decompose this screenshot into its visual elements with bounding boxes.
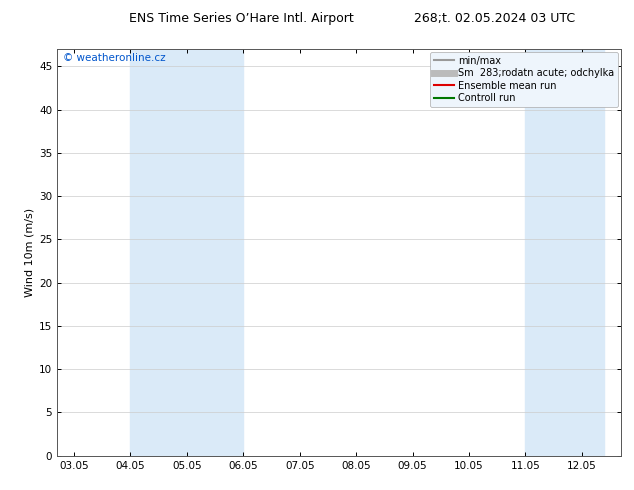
Text: ENS Time Series O’Hare Intl. Airport: ENS Time Series O’Hare Intl. Airport: [129, 12, 353, 25]
Bar: [131, 49, 243, 456]
Bar: [526, 49, 604, 456]
Text: 268;t. 02.05.2024 03 UTC: 268;t. 02.05.2024 03 UTC: [414, 12, 575, 25]
Y-axis label: Wind 10m (m/s): Wind 10m (m/s): [25, 208, 35, 297]
Legend: min/max, Sm  283;rodatn acute; odchylka, Ensemble mean run, Controll run: min/max, Sm 283;rodatn acute; odchylka, …: [430, 52, 618, 107]
Text: © weatheronline.cz: © weatheronline.cz: [63, 53, 165, 63]
